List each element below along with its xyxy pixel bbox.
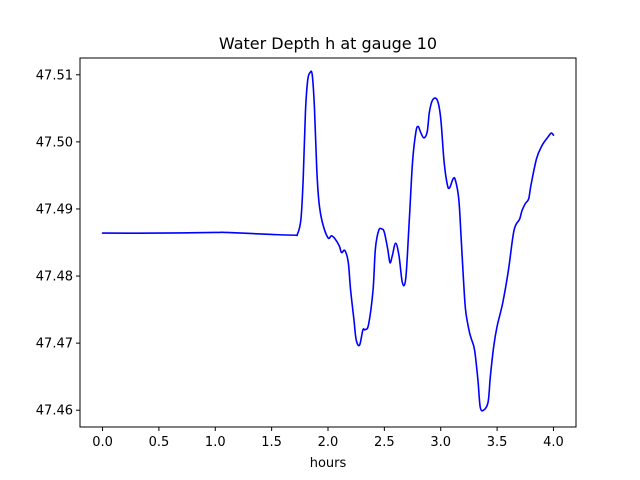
y-tick-label: 47.50 <box>36 135 73 150</box>
y-tick-label: 47.46 <box>36 404 73 419</box>
y-tick-label: 47.49 <box>36 202 73 217</box>
x-axis-label: hours <box>310 456 347 471</box>
x-tick-label: 3.0 <box>430 435 451 450</box>
x-tick-label: 1.5 <box>261 435 282 450</box>
x-tick-label: 2.5 <box>374 435 395 450</box>
x-tick-label: 1.0 <box>205 435 226 450</box>
x-tick-label: 4.0 <box>543 435 564 450</box>
y-tick-label: 47.47 <box>36 337 73 352</box>
y-tick-label: 47.48 <box>36 270 73 285</box>
x-tick-label: 3.5 <box>487 435 508 450</box>
x-tick-label: 2.0 <box>318 435 339 450</box>
chart-title: Water Depth h at gauge 10 <box>219 34 437 53</box>
x-tick-label: 0.5 <box>149 435 170 450</box>
x-tick-label: 0.0 <box>92 435 113 450</box>
y-tick-label: 47.51 <box>36 68 73 83</box>
